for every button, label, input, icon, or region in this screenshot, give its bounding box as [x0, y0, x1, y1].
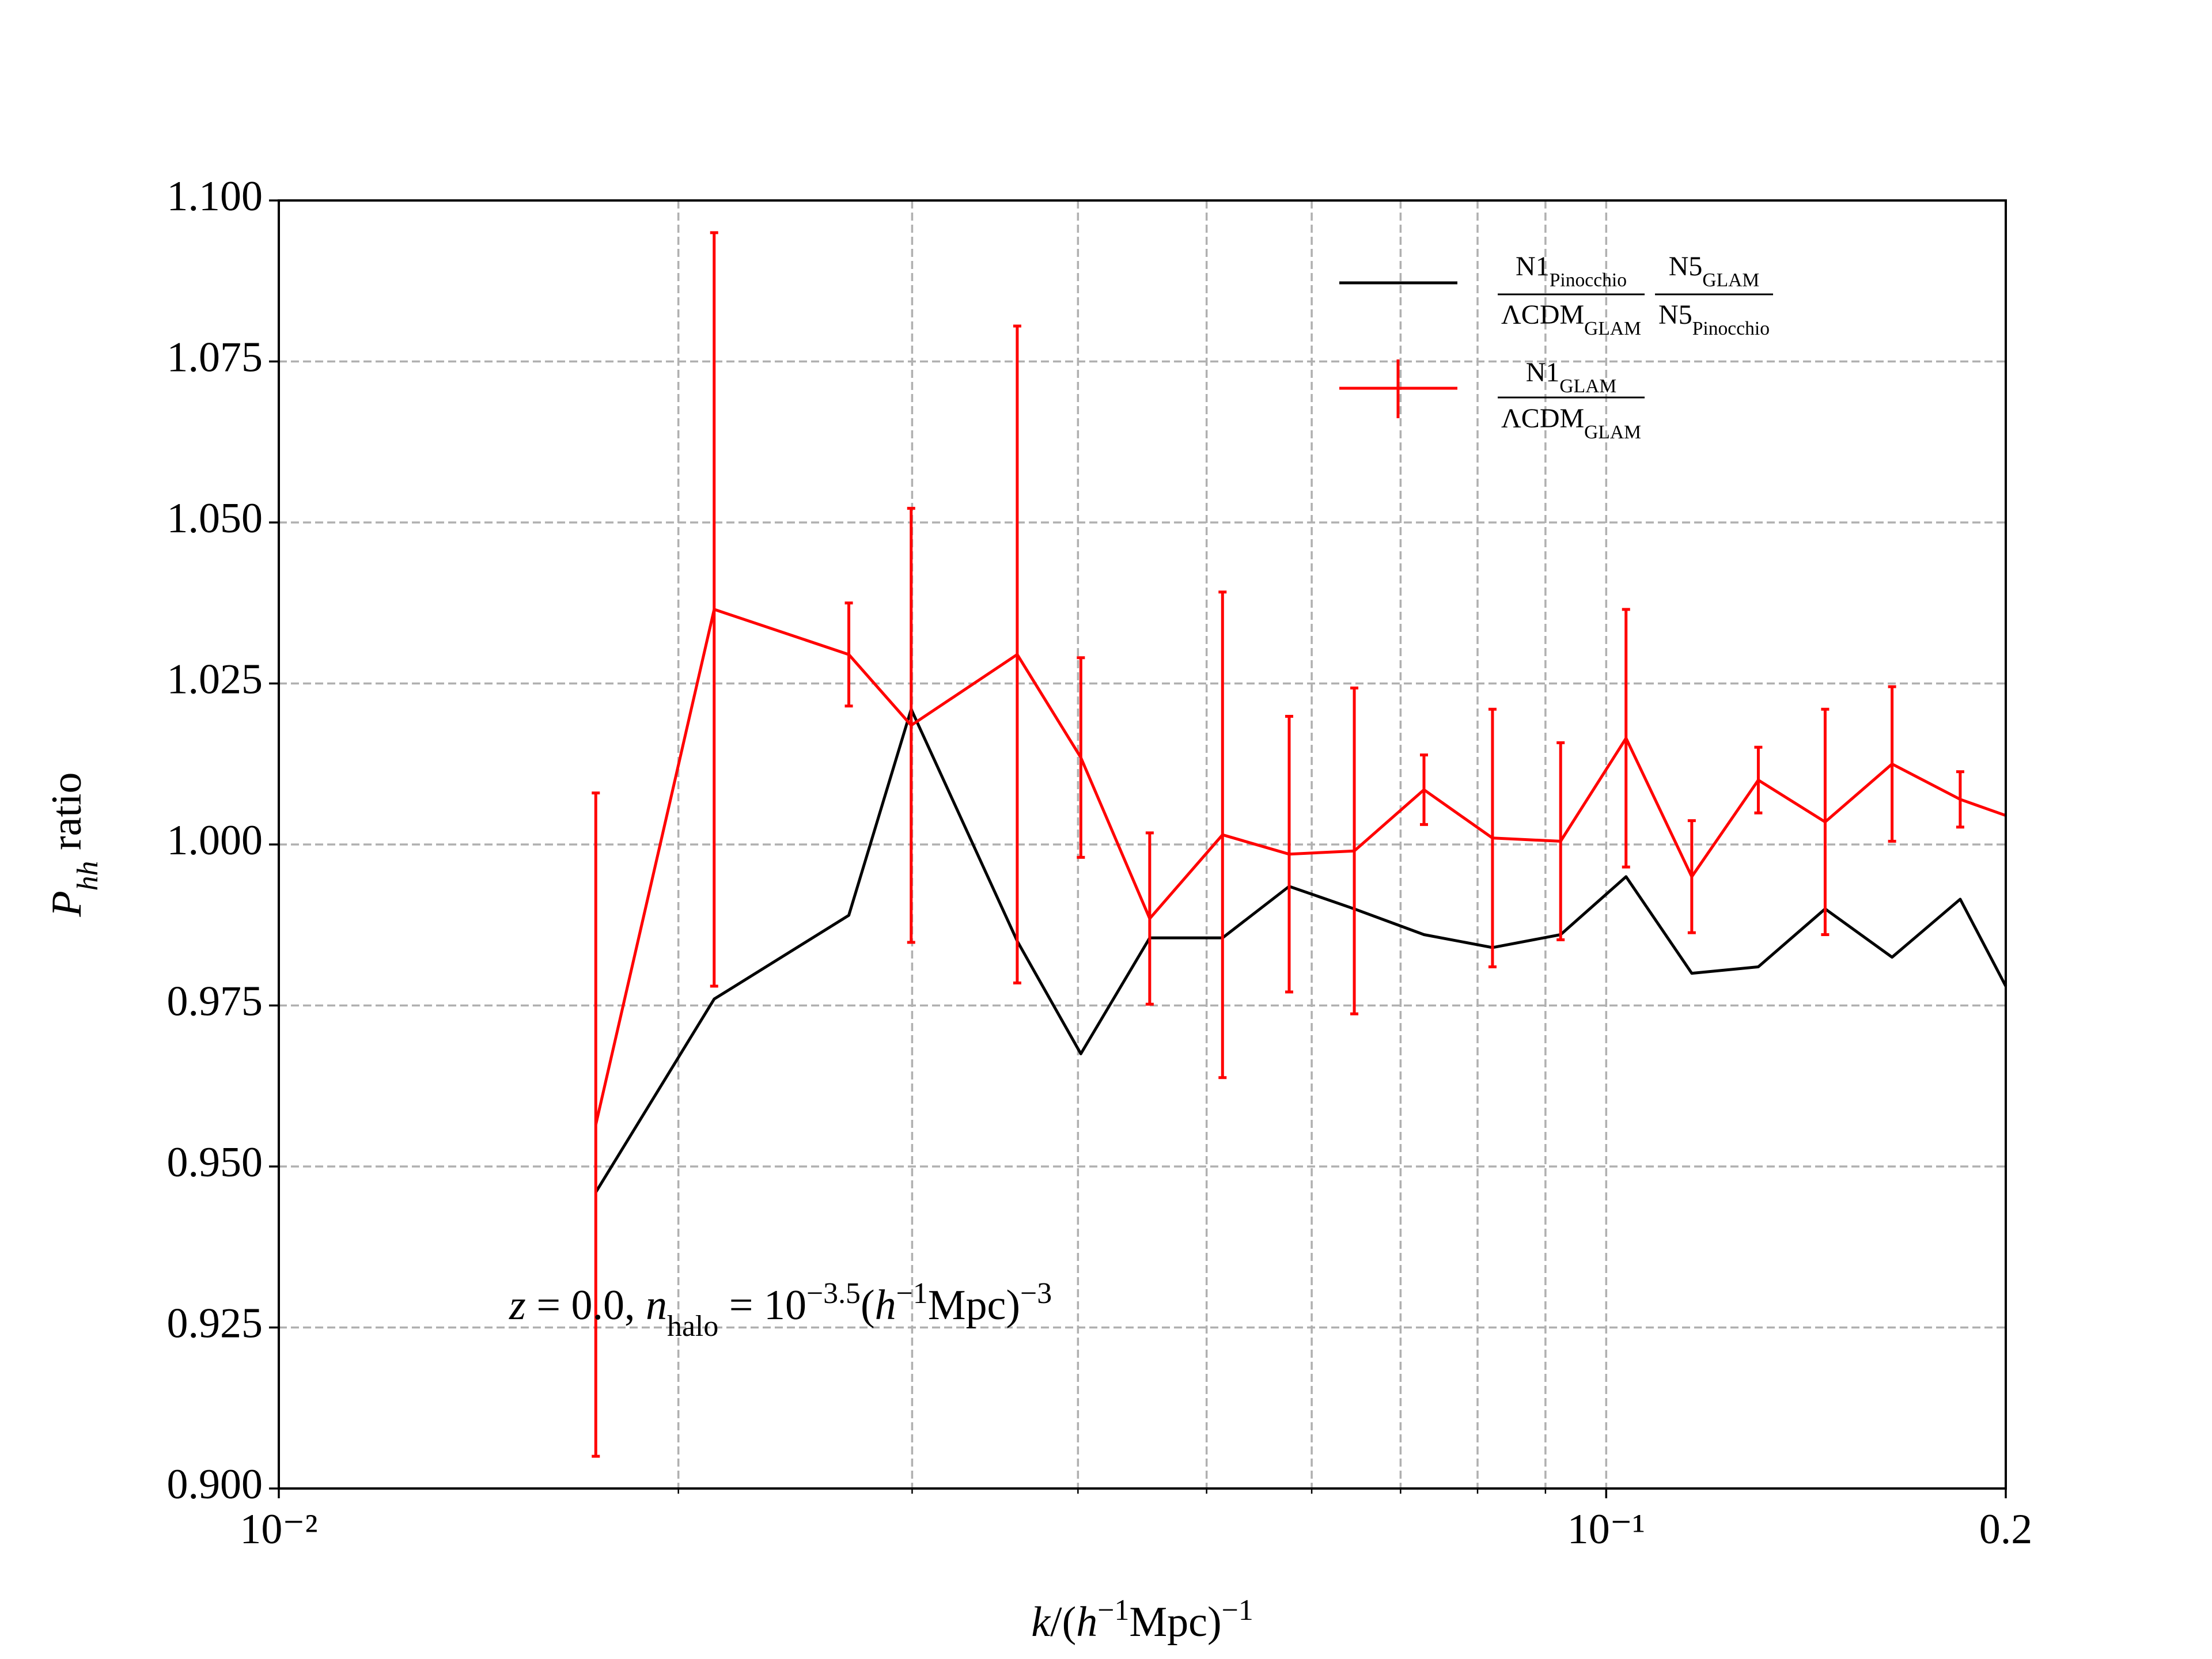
error-bar	[1420, 753, 1429, 826]
error-bar	[1145, 831, 1154, 1006]
y-tick-label: 0.950	[167, 1139, 263, 1186]
text-part: Pinocchio	[1550, 270, 1627, 291]
y-tick-label: 1.025	[167, 656, 263, 703]
y-tick-label: 0.900	[167, 1461, 263, 1508]
legend-numerator: N1GLAM	[1526, 357, 1617, 397]
error-bar	[592, 791, 600, 1458]
error-bar	[1888, 685, 1896, 843]
error-bar	[907, 506, 915, 944]
error-bar	[1350, 686, 1359, 1016]
x-tick-label: 10⁻¹	[1567, 1506, 1645, 1553]
x-tick-label: 0.2	[1979, 1506, 2033, 1553]
text-part: −1	[896, 1277, 928, 1310]
legend-denominator: ΛCDMGLAM	[1501, 403, 1641, 443]
text-part: Mpc)	[928, 1282, 1020, 1329]
legend-numerator: N5GLAM	[1669, 251, 1760, 291]
x-tick-label: 10⁻²	[240, 1506, 317, 1553]
error-bar	[1956, 770, 1964, 829]
text-part: N5	[1658, 300, 1692, 330]
text-part: GLAM	[1584, 318, 1641, 339]
error-bar	[1687, 819, 1696, 934]
error-bar	[1622, 608, 1630, 869]
y-tick-label: 1.100	[167, 173, 263, 220]
legend-numerator: N1Pinocchio	[1516, 251, 1627, 291]
legend-denominator: N5Pinocchio	[1658, 300, 1770, 339]
text-part: ΛCDM	[1501, 300, 1584, 330]
error-bar	[1754, 745, 1763, 815]
text-part: −3.5	[806, 1277, 861, 1310]
series-line	[594, 707, 2008, 1194]
text-part: N1	[1516, 251, 1550, 282]
text-part: Mpc)	[1129, 1599, 1221, 1646]
error-bar	[1285, 715, 1293, 994]
text-part: Pinocchio	[1692, 318, 1770, 339]
text-part: = 0.0,	[526, 1282, 646, 1329]
text-part: h	[1076, 1599, 1097, 1646]
text-part: /(	[1050, 1599, 1076, 1646]
text-part: −1	[1097, 1594, 1129, 1627]
text-part: GLAM	[1584, 422, 1641, 443]
series-line	[594, 608, 2006, 1125]
y-tick-label: 1.075	[167, 334, 263, 381]
text-part: P	[43, 891, 90, 917]
text-part: −3	[1020, 1277, 1052, 1310]
text-part: n	[646, 1282, 667, 1329]
text-part: k	[1031, 1599, 1051, 1646]
y-tick-label: 1.000	[167, 817, 263, 864]
annotation: z = 0.0, nhalo = 10−3.5(h−1Mpc)−3	[509, 1277, 1052, 1343]
legend-denominator: ΛCDMGLAM	[1501, 300, 1641, 339]
plot-frame	[278, 199, 2007, 1490]
y-tick-label: 1.050	[167, 495, 263, 542]
text-part: hh	[71, 861, 104, 891]
y-tick-label: 0.975	[167, 978, 263, 1025]
text-part: −1	[1222, 1594, 1253, 1627]
error-bar	[844, 601, 853, 708]
text-part: z	[509, 1282, 526, 1329]
text-part: GLAM	[1559, 376, 1616, 397]
error-bar	[1077, 656, 1085, 859]
y-axis-label: Phh ratio	[43, 772, 104, 917]
text-part: N5	[1669, 251, 1703, 282]
y-tick-label: 0.925	[167, 1300, 263, 1347]
error-bar	[1218, 590, 1227, 1080]
error-bar	[710, 231, 718, 988]
text-part: ratio	[43, 772, 90, 861]
error-bar	[1488, 707, 1497, 968]
error-bar	[1556, 741, 1565, 941]
text-part: = 10	[718, 1282, 806, 1329]
text-part: N1	[1526, 357, 1560, 388]
error-bar	[1821, 707, 1830, 937]
text-part: halo	[667, 1310, 718, 1343]
error-bar	[1013, 324, 1021, 984]
text-part: h	[875, 1282, 896, 1329]
text-part: ΛCDM	[1501, 403, 1584, 434]
x-axis-label: k/(h−1Mpc)−1	[1031, 1594, 1253, 1646]
text-part: (	[861, 1282, 875, 1329]
text-part: GLAM	[1702, 270, 1759, 291]
